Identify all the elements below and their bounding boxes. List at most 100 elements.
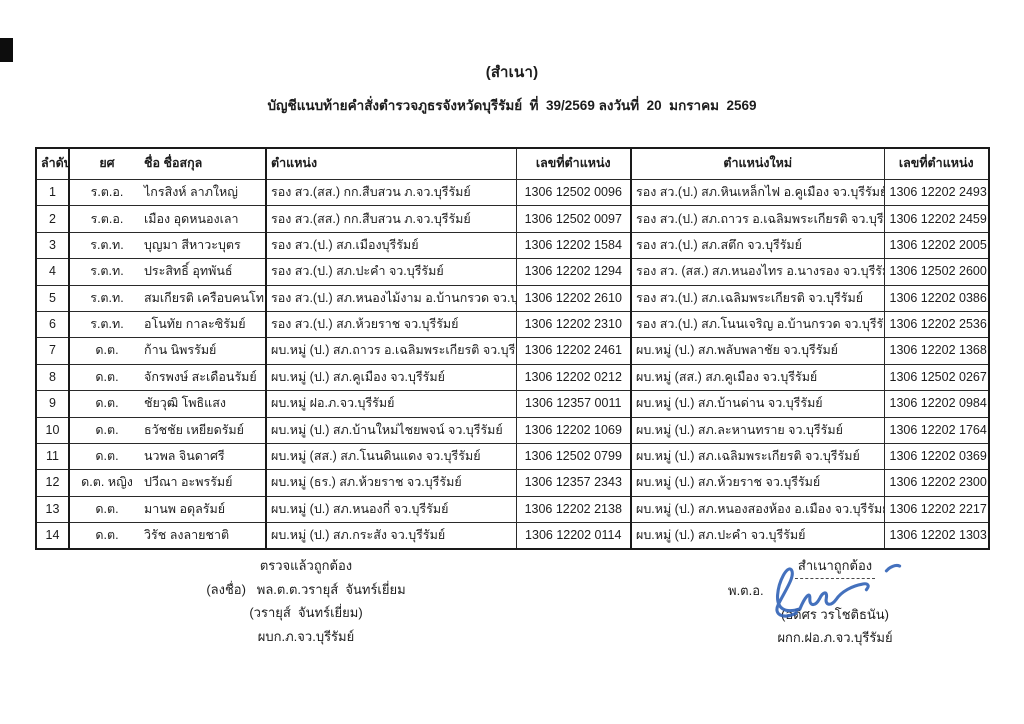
- cell-new-position: รอง สว.(ป.) สภ.สตึก จว.บุรีรัมย์: [630, 231, 885, 260]
- cell-position: รอง สว.(สส.) กก.สืบสวน ภ.จว.บุรีรัมย์: [265, 178, 517, 207]
- cell-new-position-no: 1306 12202 2536: [883, 310, 990, 339]
- signature-stroke-group: [775, 563, 902, 617]
- header-position: ตำแหน่ง: [265, 147, 517, 180]
- cell-position: ผบ.หมู่ (ป.) สภ.คูเมือง จว.บุรีรัมย์: [265, 363, 517, 392]
- cell-name: ก้าน นิพรรัมย์: [144, 343, 217, 358]
- cell-rank: ด.ต.: [95, 396, 119, 411]
- cell-position-no: 1306 12202 2461: [515, 337, 632, 365]
- cell-no: 14: [35, 522, 70, 550]
- cell-new-position-no: 1306 12202 2493: [883, 178, 990, 207]
- cell-rank-name: ด.ต. นวพล จินดาศรี: [68, 442, 267, 471]
- cell-no: 2: [35, 205, 70, 233]
- certification-block: สำเนาถูกต้อง พ.ต.อ. (อดิศร วรโชติธนัน) ผ…: [700, 554, 970, 650]
- table-header-row: ลำดับ ยศ ชื่อ ชื่อสกุล ตำแหน่ง เลขที่ตำแ…: [35, 147, 990, 180]
- cell-rank: ร.ต.ท.: [90, 264, 124, 279]
- header-new-position: ตำแหน่งใหม่: [630, 147, 885, 180]
- cell-new-position: ผบ.หมู่ (สส.) สภ.คูเมือง จว.บุรีรัมย์: [630, 363, 885, 392]
- cell-rank: ด.ต.: [95, 369, 119, 384]
- cell-rank-name: ร.ต.ท. สมเกียรติ เครือบคนโท: [68, 284, 267, 312]
- cell-position-no: 1306 12357 0011: [515, 390, 632, 418]
- table-row: 2 ร.ต.อ. เมือง อุดหนองเลา รอง สว.(สส.) ก…: [35, 205, 990, 233]
- cell-rank: ด.ต.: [95, 501, 119, 516]
- cell-position-no: 1306 12202 0114: [515, 522, 632, 550]
- cell-rank: ร.ต.ท.: [90, 317, 124, 332]
- cell-no: 13: [35, 495, 70, 524]
- cell-new-position: ผบ.หมู่ (ป.) สภ.ห้วยราช จว.บุรีรัมย์: [630, 469, 885, 497]
- cell-new-position: รอง สว. (สส.) สภ.หนองไทร อ.นางรอง จว.บุร…: [630, 258, 885, 286]
- header-rank-name: ยศ ชื่อ ชื่อสกุล: [68, 147, 267, 180]
- table-row: 8 ด.ต. จักรพงษ์ สะเดือนรัมย์ ผบ.หมู่ (ป.…: [35, 363, 990, 392]
- cell-new-position-no: 1306 12202 2217: [883, 495, 990, 524]
- cell-name: ธวัชชัย เหยียดรัมย์: [144, 422, 244, 437]
- cell-rank-name: ร.ต.ท. ประสิทธิ์ อุทพันธ์: [68, 258, 267, 286]
- cell-rank-name: ด.ต. ธวัชชัย เหยียดรัมย์: [68, 416, 267, 444]
- cell-rank-name: ร.ต.ท. อโนทัย กาละซิรัมย์: [68, 310, 267, 339]
- signer-name-paren: (วรายุส์ จันทร์เยี่ยม): [249, 605, 363, 620]
- cell-name: บุญมา สีหาวะบุตร: [144, 237, 241, 252]
- header-new-position-no: เลขที่ตำแหน่ง: [883, 147, 990, 180]
- table-row: 13 ด.ต. มานพ อดุลรัมย์ ผบ.หมู่ (ป.) สภ.ห…: [35, 495, 990, 524]
- cell-position: ผบ.หมู่ ฝอ.ภ.จว.บุรีรัมย์: [265, 390, 517, 418]
- cell-no: 4: [35, 258, 70, 286]
- cell-position: ผบ.หมู่ (สส.) สภ.โนนดินแดง จว.บุรีรัมย์: [265, 442, 517, 471]
- cell-position: รอง สว.(ป.) สภ.หนองไม้งาม อ.บ้านกรวด จว.…: [265, 284, 517, 312]
- table-row: 9 ด.ต. ชัยวุฒิ โพธิแสง ผบ.หมู่ ฝอ.ภ.จว.บ…: [35, 390, 990, 418]
- header-name: ชื่อ ชื่อสกุล: [144, 156, 203, 171]
- cell-new-position: ผบ.หมู่ (ป.) สภ.ละหานทราย จว.บุรีรัมย์: [630, 416, 885, 444]
- cell-no: 8: [35, 363, 70, 392]
- cell-rank: ร.ต.อ.: [90, 185, 124, 200]
- page-subtitle: บัญชีแนบท้ายคำสั่งตำรวจภูธรจังหวัดบุรีรั…: [267, 98, 757, 113]
- cell-new-position-no: 1306 12202 1764: [883, 416, 990, 444]
- cell-position: รอง สว.(ป.) สภ.ปะคำ จว.บุรีรัมย์: [265, 258, 517, 286]
- cell-rank: ร.ต.ท.: [90, 290, 124, 305]
- cell-position-no: 1306 12202 2138: [515, 495, 632, 524]
- cell-new-position-no: 1306 12502 2600: [883, 258, 990, 286]
- cell-position-no: 1306 12202 2310: [515, 310, 632, 339]
- cell-no: 3: [35, 231, 70, 260]
- cell-position: ผบ.หมู่ (ป.) สภ.ถาวร อ.เฉลิมพระเกียรติ จ…: [265, 337, 517, 365]
- cell-name: จักรพงษ์ สะเดือนรัมย์: [144, 369, 257, 384]
- cell-rank: ด.ต. หญิง: [81, 475, 133, 490]
- cell-no: 12: [35, 469, 70, 497]
- cell-rank-name: ด.ต. วิรัช ลงลายชาติ: [68, 522, 267, 550]
- certifier-name-paren: (อดิศร วรโชติธนัน): [781, 606, 889, 622]
- cell-no: 1: [35, 178, 70, 207]
- cell-position-no: 1306 12502 0097: [515, 205, 632, 233]
- cell-rank-name: ด.ต. จักรพงษ์ สะเดือนรัมย์: [68, 363, 267, 392]
- verification-block: ตรวจแล้วถูกต้อง (ลงชื่อ) พล.ต.ต.วรายุส์ …: [176, 554, 436, 648]
- cell-name: ไกรสิงห์ ลาภใหญ่: [144, 185, 238, 200]
- cell-rank: ด.ต.: [95, 449, 119, 464]
- cell-new-position: ผบ.หมู่ (ป.) สภ.เฉลิมพระเกียรติ จว.บุรีร…: [630, 442, 885, 471]
- certified-copy-label: สำเนาถูกต้อง: [794, 554, 876, 579]
- cell-position: รอง สว.(ป.) สภ.ห้วยราช จว.บุรีรัมย์: [265, 310, 517, 339]
- cell-new-position-no: 1306 12202 2300: [883, 469, 990, 497]
- cell-rank-name: ร.ต.ท. บุญมา สีหาวะบุตร: [68, 231, 267, 260]
- cell-new-position: ผบ.หมู่ (ป.) สภ.พลับพลาชัย จว.บุรีรัมย์: [630, 337, 885, 365]
- cell-name: วิรัช ลงลายชาติ: [144, 527, 230, 542]
- cell-name: ชัยวุฒิ โพธิแสง: [144, 396, 226, 411]
- cell-new-position-no: 1306 12202 0369: [883, 442, 990, 471]
- cell-no: 11: [35, 442, 70, 471]
- cell-no: 6: [35, 310, 70, 339]
- cell-position: รอง สว.(ป.) สภ.เมืองบุรีรัมย์: [265, 231, 517, 260]
- cell-rank: ด.ต.: [95, 343, 119, 358]
- cell-position: ผบ.หมู่ (ธร.) สภ.ห้วยราช จว.บุรีรัมย์: [265, 469, 517, 497]
- cell-name: ปวีณา อะพรรัมย์: [144, 475, 233, 490]
- cell-position: ผบ.หมู่ (ป.) สภ.กระสัง จว.บุรีรัมย์: [265, 522, 517, 550]
- cell-position-no: 1306 12202 1069: [515, 416, 632, 444]
- cell-position-no: 1306 12202 1584: [515, 231, 632, 260]
- cell-new-position-no: 1306 12202 0386: [883, 284, 990, 312]
- cell-position-no: 1306 12202 2610: [515, 284, 632, 312]
- cell-position-no: 1306 12502 0799: [515, 442, 632, 471]
- table-row: 3 ร.ต.ท. บุญมา สีหาวะบุตร รอง สว.(ป.) สภ…: [35, 231, 990, 260]
- cell-no: 5: [35, 284, 70, 312]
- page-title: (สำเนา): [485, 64, 539, 81]
- cell-rank-name: ด.ต. มานพ อดุลรัมย์: [68, 495, 267, 524]
- cell-rank-name: ด.ต. ก้าน นิพรรัมย์: [68, 337, 267, 365]
- table-row: 1 ร.ต.อ. ไกรสิงห์ ลาภใหญ่ รอง สว.(สส.) ก…: [35, 178, 990, 207]
- handwritten-signature: [775, 563, 902, 617]
- cell-rank: ร.ต.ท.: [90, 237, 124, 252]
- header-no: ลำดับ: [35, 147, 70, 180]
- cell-position: รอง สว.(สส.) กก.สืบสวน ภ.จว.บุรีรัมย์: [265, 205, 517, 233]
